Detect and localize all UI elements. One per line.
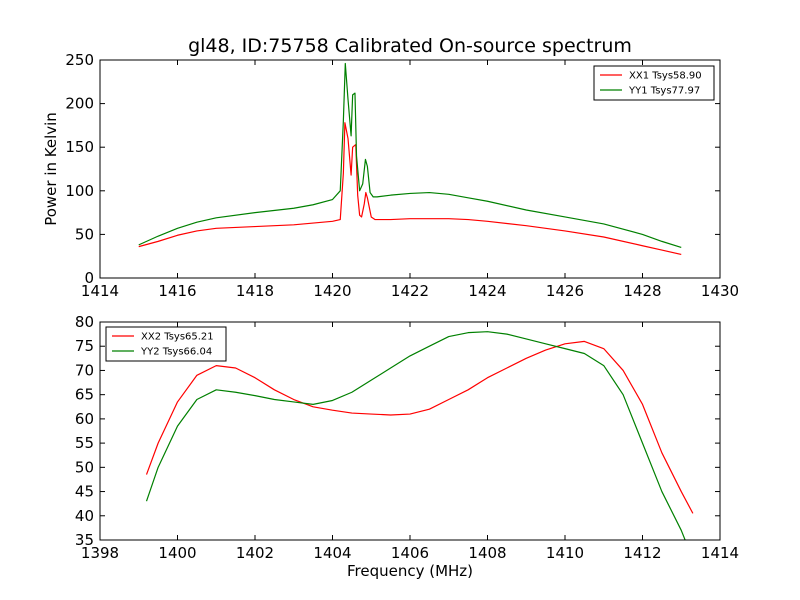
x-tick-label: 1422	[391, 282, 429, 300]
x-tick-label: 1408	[468, 544, 506, 562]
x-tick-label: 1414	[81, 282, 119, 300]
x-tick-label: 1414	[701, 544, 739, 562]
top-plot-area: 1414 1416 1418 1420 1422 1424 1426 1428 1430 0 50 1…	[65, 51, 739, 300]
y-tick-label: 75	[75, 337, 94, 355]
legend-entry: XX1 Tsys58.90	[629, 71, 702, 82]
top-legend: XX1 Tsys58.90 YY1 Tsys77.97	[593, 65, 715, 101]
chart-title: gl48, ID:75758 Calibrated On-source spec…	[188, 35, 632, 57]
bottom-chart: Frequency (MHz) 1398 1400 1402 1404 1406 1408…	[75, 313, 739, 580]
y-tick-label: 50	[75, 225, 94, 243]
y-tick-label: 80	[75, 313, 94, 331]
x-tick-label: 1420	[313, 282, 351, 300]
x-tick-label: 1412	[623, 544, 661, 562]
series-line-1	[145, 340, 694, 514]
legend-entry: XX2 Tsys65.21	[141, 332, 214, 343]
x-tick-label: 1424	[468, 282, 506, 300]
y-tick-label: 50	[75, 458, 94, 476]
y-tick-label: 45	[75, 483, 94, 501]
legend-entry: YY1 Tsys77.97	[628, 86, 700, 97]
x-tick-label: 1430	[701, 282, 739, 300]
x-tick-label: 1404	[313, 544, 351, 562]
y-tick-label: 200	[65, 95, 94, 113]
y-tick-label: 250	[65, 51, 94, 69]
legend-entry: YY2 Tsys66.04	[140, 347, 212, 358]
y-tick-label: 60	[75, 410, 94, 428]
x-tick-label: 1410	[546, 544, 584, 562]
y-tick-label: 100	[65, 182, 94, 200]
x-tick-label: 1418	[236, 282, 274, 300]
legend-box	[593, 65, 715, 101]
x-tick-label: 1398	[81, 544, 119, 562]
bottom-plot-area: 1398 1400 1402 1404 1406 1408 1410 1412 1414 35 40…	[75, 313, 739, 562]
y-tick-label: 40	[75, 507, 94, 525]
series-line-2	[138, 62, 682, 249]
y-tick-label: 35	[75, 531, 94, 549]
y-tick-label: 0	[84, 269, 94, 287]
x-tick-label: 1406	[391, 544, 429, 562]
y-tick-label: 65	[75, 386, 94, 404]
x-axis-label: Frequency (MHz)	[347, 562, 473, 580]
series-line-1	[138, 122, 682, 256]
y-tick-label: 150	[65, 138, 94, 156]
x-tick-label: 1402	[236, 544, 274, 562]
x-tick-label: 1400	[158, 544, 196, 562]
x-tick-label: 1416	[158, 282, 196, 300]
y-tick-label: 55	[75, 434, 94, 452]
y-tick-label: 70	[75, 361, 94, 379]
series-line-2	[145, 331, 686, 540]
x-tick-label: 1428	[623, 282, 661, 300]
bottom-legend: XX2 Tsys65.21 YY2 Tsys66.04	[105, 326, 227, 362]
top-chart: gl48, ID:75758 Calibrated On-source spec…	[42, 35, 739, 300]
y-axis-label: Power in Kelvin	[42, 112, 60, 226]
legend-box	[105, 326, 227, 362]
x-tick-label: 1426	[546, 282, 584, 300]
